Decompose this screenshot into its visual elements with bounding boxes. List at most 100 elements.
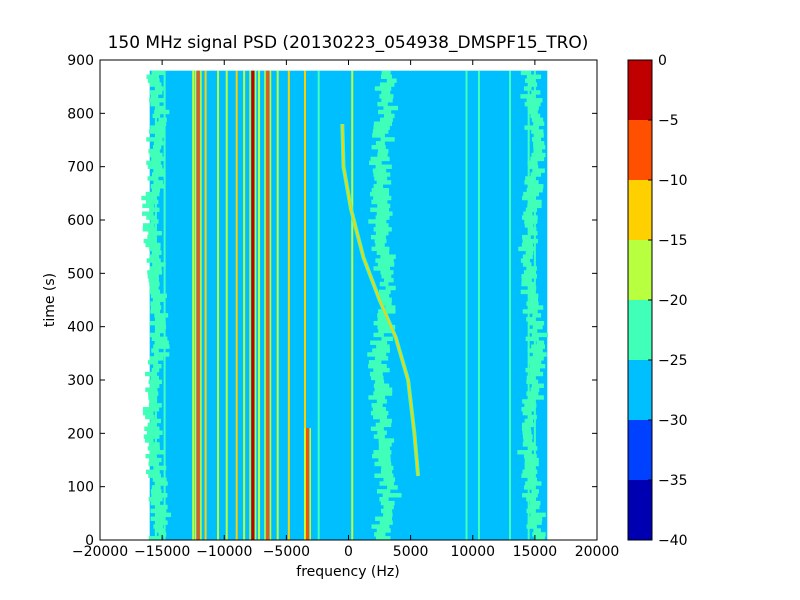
noise-band-cell <box>378 309 396 314</box>
noise-band-cell <box>525 367 540 373</box>
noise-band-cell <box>531 332 549 338</box>
noise-band-cell <box>151 493 168 498</box>
y-tick-label: 500 <box>67 266 94 282</box>
heatmap-layer <box>141 70 549 541</box>
noise-band-cell <box>152 144 162 150</box>
noise-band-cell <box>142 223 155 228</box>
noise-band-cell <box>371 375 384 381</box>
noise-band-cell <box>529 371 544 377</box>
noise-band-cell <box>369 371 383 377</box>
noise-band-cell <box>377 101 388 107</box>
y-axis-ticks: 0 100 200 300 400 500 600 700 800 900 <box>67 53 597 549</box>
noise-band-cell <box>380 270 394 275</box>
interference-line <box>235 70 238 541</box>
noise-band-cell <box>374 86 392 91</box>
noise-band-cell <box>149 129 165 134</box>
noise-band-cell <box>368 364 387 369</box>
noise-band-cell <box>525 207 537 212</box>
noise-band-cell <box>152 262 166 267</box>
noise-band-cell <box>156 317 165 322</box>
noise-band-cell <box>146 430 163 435</box>
noise-band-cell <box>524 465 535 471</box>
noise-band-cell <box>373 367 390 373</box>
noise-band-cell <box>530 156 545 162</box>
noise-band-cell <box>370 410 389 416</box>
noise-band-cell <box>370 156 390 162</box>
noise-band-cell <box>154 86 164 91</box>
interference-line <box>266 70 270 541</box>
noise-band-cell <box>153 180 163 185</box>
noise-band-cell <box>533 144 546 150</box>
interference-line <box>533 70 536 541</box>
noise-band-cell <box>371 403 383 408</box>
noise-band-cell <box>386 78 397 83</box>
noise-band-cell <box>380 137 395 142</box>
colorbar-tick-label: 0 <box>658 53 667 69</box>
noise-band-cell <box>147 274 159 279</box>
noise-band-cell <box>526 375 536 381</box>
noise-band-cell <box>380 500 395 506</box>
interference-line-edge <box>269 70 272 541</box>
x-tick-label: −20000 <box>72 544 128 560</box>
noise-band-cell <box>526 391 539 396</box>
noise-band-cell <box>148 461 159 467</box>
noise-band-cell <box>377 152 388 158</box>
interference-line <box>192 70 195 541</box>
chart-title: 150 MHz signal PSD (20130223_054938_DMSP… <box>108 33 589 53</box>
noise-band-cell <box>155 324 167 330</box>
noise-band-cell <box>368 395 386 400</box>
noise-band-cell <box>522 493 538 498</box>
noise-band-cell <box>374 238 387 244</box>
noise-band-cell <box>529 364 546 369</box>
noise-band-cell <box>376 528 391 533</box>
noise-band-cell <box>153 524 163 529</box>
noise-band-cell <box>377 262 395 267</box>
noise-band-cell <box>520 70 532 76</box>
noise-band-cell <box>381 274 392 279</box>
noise-band-cell <box>532 324 543 330</box>
noise-band-cell <box>374 387 393 392</box>
noise-band-cell <box>533 121 545 126</box>
noise-band-cell <box>522 234 531 240</box>
noise-band-cell <box>145 453 157 459</box>
interference-line-edge <box>303 428 306 540</box>
noise-band-cell <box>376 344 390 349</box>
noise-band-cell <box>142 410 154 416</box>
noise-band-cell <box>524 101 541 107</box>
colorbar-tick-label: −10 <box>658 173 688 189</box>
noise-band-cell <box>149 332 160 338</box>
noise-band-cell <box>150 184 166 189</box>
noise-band-cell <box>150 508 167 514</box>
noise-band-cell <box>155 121 167 126</box>
noise-band-cell <box>529 82 538 87</box>
noise-band-cell <box>379 82 395 87</box>
noise-band-cell <box>370 234 386 240</box>
noise-band-cell <box>380 74 392 79</box>
interference-line <box>225 70 228 541</box>
noise-band-cell <box>381 98 393 103</box>
noise-band-cell <box>525 176 536 181</box>
noise-band-cell <box>381 465 394 471</box>
noise-band-cell <box>522 410 532 416</box>
noise-band-cell <box>373 266 391 271</box>
noise-band-cell <box>373 125 390 130</box>
noise-band-cell <box>526 496 536 502</box>
noise-band-cell <box>375 422 392 428</box>
interference-line <box>163 70 166 541</box>
noise-band-cell <box>373 320 392 326</box>
noise-band-cell <box>146 137 163 142</box>
y-tick-label: 300 <box>67 373 94 389</box>
interference-line-edge <box>194 70 197 541</box>
noise-band-cell <box>524 125 539 130</box>
interference-line <box>243 70 246 541</box>
noise-band-cell <box>376 250 390 255</box>
interference-line <box>287 70 290 541</box>
noise-band-cell <box>529 164 539 169</box>
noise-band-cell <box>375 536 391 541</box>
noise-band-cell <box>522 469 538 475</box>
noise-band-cell <box>372 407 387 412</box>
noise-band-cell <box>149 285 159 291</box>
noise-band-cell <box>528 305 544 310</box>
noise-band-cell <box>369 160 382 166</box>
noise-band-cell <box>151 70 166 76</box>
